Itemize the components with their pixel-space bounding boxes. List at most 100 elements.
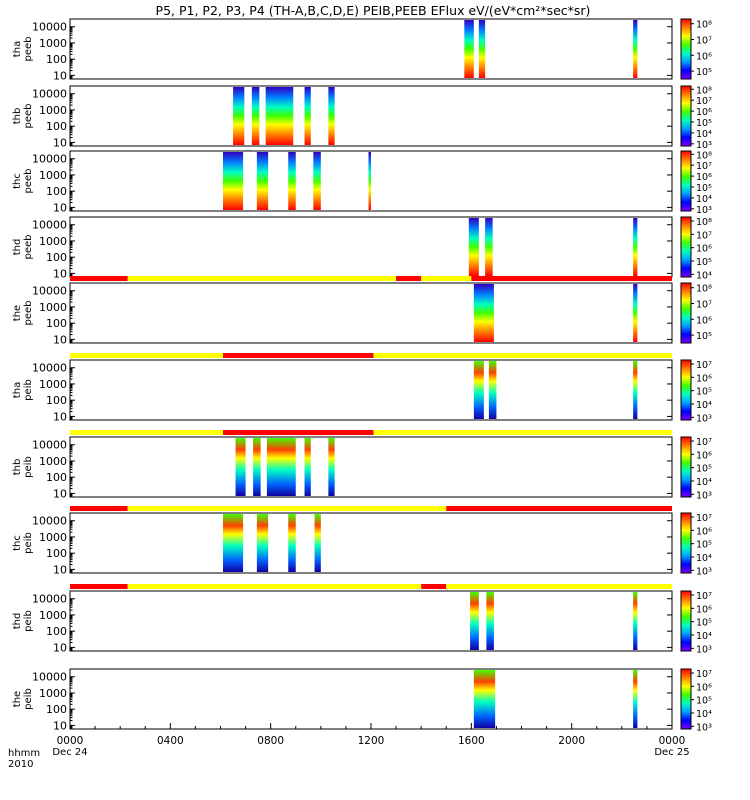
colorbar-tick-label: 10³ [696, 566, 712, 577]
y-tick-label: 1000 [39, 104, 67, 117]
colorbar-tick-label: 10⁷ [696, 513, 712, 524]
colorbar-tick-label: 10⁶ [696, 604, 712, 615]
colorbar-tick-label: 10⁶ [696, 172, 712, 183]
y-tick-label: 100 [46, 547, 67, 560]
colorbar [680, 590, 692, 652]
burst-block [473, 670, 496, 728]
burst-block [485, 218, 493, 276]
y-tick-label: 10 [53, 201, 67, 214]
burst-block [251, 87, 260, 145]
burst-block [304, 438, 311, 496]
y-tick-label: 10000 [32, 219, 67, 232]
colorbar [680, 150, 692, 212]
burst-block [288, 152, 296, 210]
colorbar-tick-label: 10⁵ [696, 67, 712, 78]
panel-thd-peib: 10 100 1000 10000 thd peib 10³ 10⁴ 10⁵ 10⁶ 10⁷ [12, 584, 712, 655]
y-tick-label: 10 [53, 487, 67, 500]
burst-block [288, 514, 296, 572]
colorbar-tick-label: 10⁷ [696, 437, 712, 448]
burst-block [473, 284, 494, 342]
panel-product-label: peeb [23, 235, 34, 260]
y-tick-label: 100 [46, 251, 67, 264]
y-tick-label: 1000 [39, 455, 67, 468]
burst-block [633, 218, 638, 276]
colorbar-tick-label: 10⁴ [696, 194, 712, 205]
y-tick-label: 10 [53, 69, 67, 82]
panel-probe-label: thc [12, 535, 23, 551]
colorbar-tick-label: 10⁷ [696, 300, 712, 311]
panel-frame [69, 359, 673, 421]
burst-block [488, 361, 497, 419]
burst-block [633, 284, 638, 342]
colorbar-tick-label: 10⁷ [696, 36, 712, 47]
colorbar-tick-label: 10⁷ [696, 230, 712, 241]
y-tick-label: 10000 [32, 362, 67, 375]
x-tick-label: 2000 [558, 735, 585, 747]
burst-block [470, 592, 479, 650]
panel-product-label: peib [23, 532, 34, 554]
colorbar-tick-label: 10⁶ [696, 526, 712, 537]
y-tick-label: 100 [46, 185, 67, 198]
x-tick-label: 1600 [458, 735, 485, 747]
burst-block [328, 438, 335, 496]
y-tick-label: 10 [53, 267, 67, 280]
colorbar-tick-label: 10⁷ [696, 96, 712, 107]
colorbar-tick-label: 10⁸ [696, 284, 712, 295]
colorbar-tick-label: 10³ [696, 140, 712, 151]
y-tick-label: 10000 [32, 593, 67, 606]
colorbar [680, 512, 692, 574]
burst-block [633, 592, 638, 650]
time-axis-label-hhmm: hhmm [8, 748, 40, 759]
panel-frame [69, 590, 673, 652]
burst-block [223, 152, 244, 210]
y-tick-label: 1000 [39, 301, 67, 314]
mode-bar-segment [223, 353, 374, 358]
colorbar-tick-label: 10⁴ [696, 631, 712, 642]
colorbar [680, 436, 692, 498]
colorbar-tick-label: 10⁶ [696, 682, 712, 693]
y-tick-label: 100 [46, 120, 67, 133]
panel-product-label: peib [23, 688, 34, 710]
colorbar-tick-label: 10³ [696, 644, 712, 655]
panel-product-label: peeb [23, 37, 34, 62]
panel-tha-peeb: 10 100 1000 10000 tha peeb 10⁵ 10⁶ 10⁷ 10⁸ [12, 18, 712, 82]
panel-product-label: peib [23, 379, 34, 401]
colorbar-tick-label: 10⁷ [696, 360, 712, 371]
mode-bar-segment [70, 506, 128, 511]
panel-tha-peib: 10 100 1000 10000 tha peib 10³ 10⁴ 10⁵ 10⁶ 10⁷ [12, 353, 712, 424]
mode-bar-segment [396, 276, 422, 281]
burst-block [265, 87, 294, 145]
mode-bar-segment [127, 584, 422, 589]
chart-title: P5, P1, P2, P3, P4 (TH-A,B,C,D,E) PEIB,P… [156, 3, 591, 18]
colorbar [680, 668, 692, 730]
y-tick-label: 100 [46, 471, 67, 484]
x-tick-date-label: Dec 25 [654, 747, 689, 758]
colorbar-tick-label: 10⁵ [696, 618, 712, 629]
burst-block [486, 592, 494, 650]
colorbar-tick-label: 10⁸ [696, 217, 712, 228]
panel-frame [69, 216, 673, 278]
burst-block [633, 361, 638, 419]
colorbar [680, 359, 692, 421]
burst-block [266, 438, 296, 496]
colorbar-tick-label: 10⁷ [696, 161, 712, 172]
mode-bar-segment [373, 353, 672, 358]
y-tick-label: 10 [53, 136, 67, 149]
panel-probe-label: tha [12, 382, 23, 398]
burst-block [473, 361, 484, 419]
burst-block [304, 87, 311, 145]
panel-frame [69, 436, 673, 498]
panel-probe-label: thc [12, 173, 23, 189]
colorbar-tick-label: 10³ [696, 413, 712, 424]
mode-bar-segment [127, 276, 397, 281]
panel-probe-label: thb [12, 459, 23, 476]
x-tick-label: 0800 [257, 735, 284, 747]
mode-bar-segment [446, 584, 672, 589]
colorbar-tick-label: 10⁴ [696, 553, 712, 564]
panel-product-label: peeb [23, 104, 34, 129]
colorbar-tick-label: 10³ [696, 490, 712, 501]
colorbar-tick-label: 10⁸ [696, 85, 712, 96]
panel-probe-label: the [12, 305, 23, 321]
